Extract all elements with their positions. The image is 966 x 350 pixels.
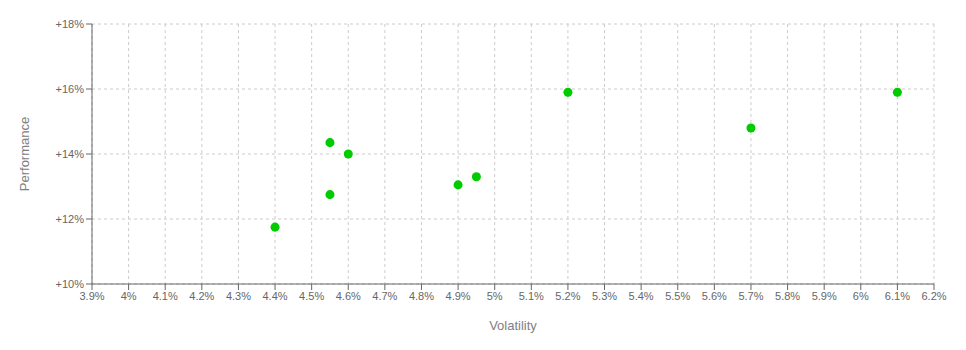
svg-text:+12%: +12%: [56, 213, 85, 225]
svg-text:Volatility: Volatility: [489, 318, 537, 333]
svg-text:4.1%: 4.1%: [153, 290, 178, 302]
svg-text:4.2%: 4.2%: [189, 290, 214, 302]
svg-text:4.8%: 4.8%: [409, 290, 434, 302]
svg-text:4%: 4%: [121, 290, 137, 302]
svg-text:6.1%: 6.1%: [885, 290, 910, 302]
svg-text:5.9%: 5.9%: [812, 290, 837, 302]
svg-text:5.2%: 5.2%: [555, 290, 580, 302]
svg-text:5.6%: 5.6%: [702, 290, 727, 302]
svg-text:5.1%: 5.1%: [519, 290, 544, 302]
svg-text:Performance: Performance: [17, 117, 32, 191]
svg-text:+16%: +16%: [56, 83, 85, 95]
svg-text:+18%: +18%: [56, 18, 85, 30]
svg-text:+10%: +10%: [56, 278, 85, 290]
svg-text:5.8%: 5.8%: [775, 290, 800, 302]
svg-text:5.3%: 5.3%: [592, 290, 617, 302]
svg-text:4.4%: 4.4%: [263, 290, 288, 302]
svg-text:5.5%: 5.5%: [665, 290, 690, 302]
svg-text:5.4%: 5.4%: [629, 290, 654, 302]
svg-text:4.7%: 4.7%: [372, 290, 397, 302]
svg-text:4.9%: 4.9%: [446, 290, 471, 302]
svg-text:5.7%: 5.7%: [738, 290, 763, 302]
svg-text:4.3%: 4.3%: [226, 290, 251, 302]
svg-text:4.6%: 4.6%: [336, 290, 361, 302]
svg-text:3.9%: 3.9%: [79, 290, 104, 302]
svg-text:6.2%: 6.2%: [921, 290, 946, 302]
svg-text:6%: 6%: [853, 290, 869, 302]
svg-text:5%: 5%: [487, 290, 503, 302]
svg-text:+14%: +14%: [56, 148, 85, 160]
svg-text:4.5%: 4.5%: [299, 290, 324, 302]
